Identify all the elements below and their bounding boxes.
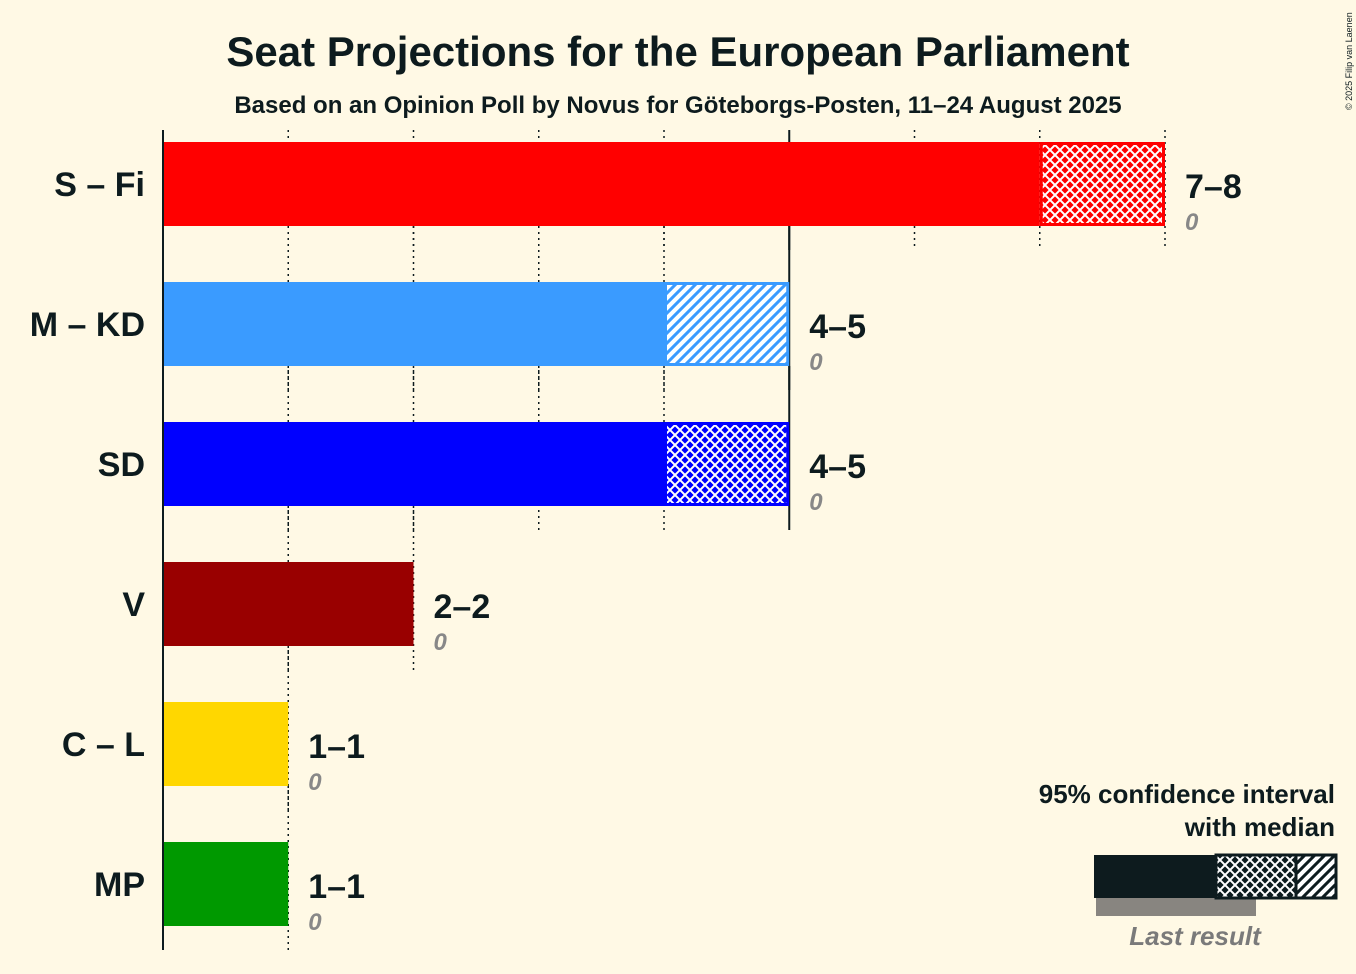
bar-interval (664, 282, 790, 366)
copyright-notice: © 2025 Filip van Laenen (1344, 12, 1354, 110)
legend: 95% confidence interval with median Last… (1039, 779, 1338, 951)
range-label: 1–1 (308, 868, 365, 906)
bar-solid (163, 702, 289, 786)
party-label: V (122, 586, 145, 624)
party-row: SD 4–5 0 (98, 422, 866, 516)
bar-solid (163, 142, 1040, 226)
legend-last-result-bar (1096, 898, 1256, 916)
party-row: S – Fi 7–8 0 (54, 142, 1242, 236)
party-row: MP 1–1 0 (94, 842, 365, 936)
bar-interval (1039, 142, 1165, 226)
bars-layer: S – Fi 7–8 0 M – KD 4–5 0 SD 4–5 0 V 2–2 0 C – L 1–1 0… (30, 142, 1242, 936)
last-result-label: 0 (308, 909, 322, 936)
chart-subtitle: Based on an Opinion Poll by Novus for Gö… (234, 92, 1121, 119)
legend-title-line2: with median (1184, 812, 1335, 842)
legend-last-result-label: Last result (1129, 921, 1262, 951)
party-label: C – L (62, 726, 145, 764)
gridlines (287, 130, 1166, 950)
last-result-label: 0 (1185, 209, 1199, 236)
party-label: M – KD (30, 306, 145, 344)
range-label: 4–5 (809, 308, 866, 346)
legend-hatch-bar (1294, 853, 1338, 900)
range-label: 1–1 (308, 728, 365, 766)
last-result-label: 0 (809, 489, 823, 516)
legend-title-line1: 95% confidence interval (1039, 779, 1335, 809)
legend-cross-bar (1214, 853, 1298, 900)
bar-interval (664, 422, 790, 506)
range-label: 2–2 (434, 588, 491, 626)
bar-solid (163, 282, 664, 366)
party-row: C – L 1–1 0 (62, 702, 365, 796)
bar-solid (163, 422, 664, 506)
last-result-label: 0 (809, 349, 823, 376)
party-row: V 2–2 0 (122, 562, 490, 656)
party-row: M – KD 4–5 0 (30, 282, 866, 376)
chart-title: Seat Projections for the European Parlia… (226, 28, 1129, 75)
range-label: 4–5 (809, 448, 866, 486)
bar-solid (163, 562, 414, 646)
party-label: MP (94, 866, 145, 904)
party-label: S – Fi (54, 166, 145, 204)
last-result-label: 0 (434, 629, 448, 656)
legend-solid-bar (1094, 855, 1216, 898)
last-result-label: 0 (308, 769, 322, 796)
bar-solid (163, 842, 289, 926)
range-label: 7–8 (1185, 168, 1242, 206)
party-label: SD (98, 446, 145, 484)
